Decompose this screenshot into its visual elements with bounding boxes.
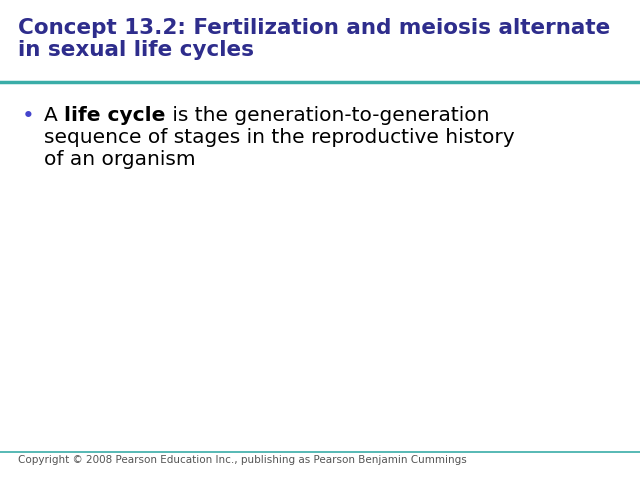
- Text: is the generation-to-generation: is the generation-to-generation: [166, 106, 489, 125]
- Text: Copyright © 2008 Pearson Education Inc., publishing as Pearson Benjamin Cummings: Copyright © 2008 Pearson Education Inc.,…: [18, 455, 467, 465]
- Text: life cycle: life cycle: [64, 106, 166, 125]
- Text: Concept 13.2: Fertilization and meiosis alternate: Concept 13.2: Fertilization and meiosis …: [18, 18, 611, 38]
- Text: sequence of stages in the reproductive history: sequence of stages in the reproductive h…: [44, 128, 515, 147]
- Text: A: A: [44, 106, 64, 125]
- Text: •: •: [22, 106, 35, 126]
- Text: of an organism: of an organism: [44, 150, 196, 169]
- Text: in sexual life cycles: in sexual life cycles: [18, 40, 254, 60]
